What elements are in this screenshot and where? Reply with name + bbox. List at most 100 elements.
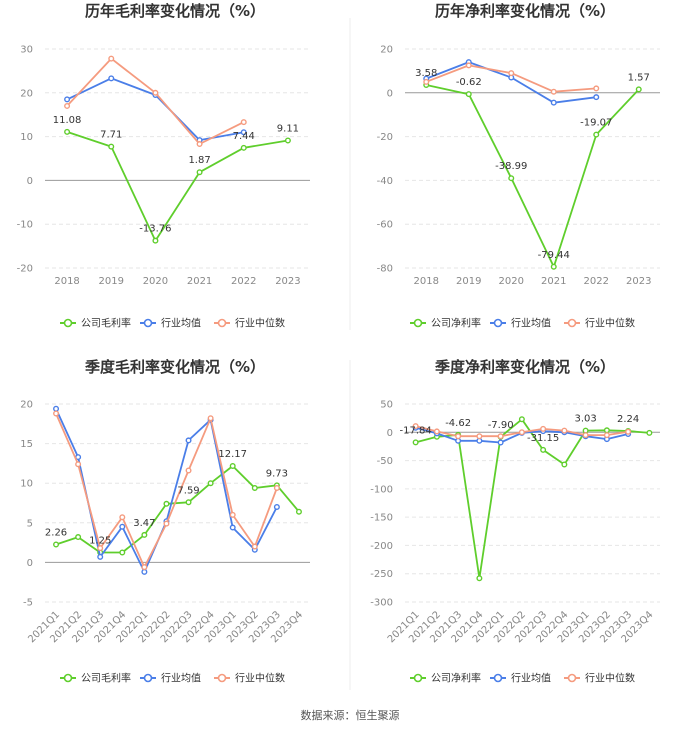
y-tick-label: 0 (27, 176, 33, 187)
y-tick-label: 20 (20, 400, 33, 411)
data-label: 9.73 (266, 468, 288, 479)
data-point-company (593, 131, 600, 138)
x-tick-label: 2019 (456, 276, 481, 287)
legend-item-avg: 行业均值 (490, 672, 551, 685)
legend-label: 公司毛利率 (81, 317, 131, 330)
y-tick-label: 15 (20, 439, 33, 450)
y-tick-label: -300 (370, 598, 393, 609)
data-point-company (207, 480, 214, 487)
legend-swatch-marker (567, 318, 577, 328)
data-point-company (550, 263, 557, 270)
data-point-median (603, 432, 610, 439)
legend-item-median: 行业中位数 (214, 672, 285, 685)
data-label: 12.17 (218, 449, 247, 460)
data-point-median (433, 428, 440, 435)
data-label: 7.71 (100, 130, 122, 141)
x-tick-label: 2018 (54, 276, 79, 287)
data-point-median (141, 564, 148, 571)
data-point-company (152, 237, 159, 244)
y-tick-label: 10 (20, 479, 33, 490)
data-point-median (185, 467, 192, 474)
legend-swatch-marker (493, 318, 503, 328)
legend-swatch-marker (413, 673, 423, 683)
y-tick-label: -5 (23, 598, 33, 609)
data-point-company (603, 427, 610, 434)
series-line-avg (66, 77, 244, 141)
data-point-median (75, 461, 82, 468)
legend-swatch-marker (567, 673, 577, 683)
y-tick-label: -200 (370, 541, 393, 552)
data-point-company (196, 169, 203, 176)
data-point-avg (593, 94, 600, 101)
x-tick-label: 2023 (275, 276, 300, 287)
data-point-avg (53, 405, 60, 412)
data-point-company (229, 463, 236, 470)
legend-label: 行业中位数 (585, 672, 635, 685)
data-label: 3.58 (415, 68, 437, 79)
data-point-company (240, 144, 247, 151)
data-label: -79.44 (538, 250, 570, 261)
data-point-company (53, 541, 60, 548)
data-point-median (273, 484, 280, 491)
legend-item-avg: 行业均值 (490, 317, 551, 330)
legend-item-company: 公司毛利率 (60, 317, 131, 330)
y-tick-label: -150 (370, 513, 393, 524)
series-line-company (55, 465, 300, 554)
data-label: -38.99 (495, 161, 527, 172)
y-tick-label: 10 (20, 132, 33, 143)
legend-swatch-marker (63, 318, 73, 328)
data-point-median (455, 433, 462, 440)
chart-title: 季度净利率变化情况（%） (435, 358, 615, 376)
data-point-median (508, 70, 515, 77)
series-line-company (426, 84, 640, 268)
chart-title: 季度毛利率变化情况（%） (85, 358, 265, 376)
data-point-median (412, 423, 419, 430)
x-tick-label: 2018 (414, 276, 439, 287)
x-tick-label: 2022 (231, 276, 256, 287)
x-tick-label: 2019 (99, 276, 124, 287)
data-point-median (465, 62, 472, 69)
legend-label: 行业均值 (511, 317, 551, 330)
legend-label: 行业中位数 (585, 317, 635, 330)
data-point-median (625, 428, 632, 435)
data-point-median (240, 119, 247, 126)
data-point-avg (240, 129, 247, 136)
data-label: -7.90 (488, 420, 514, 431)
y-tick-label: -40 (377, 176, 393, 187)
y-tick-label: -10 (17, 220, 33, 231)
data-label: 1.25 (89, 536, 111, 547)
data-point-company (508, 175, 515, 182)
data-label: 3.03 (574, 414, 596, 425)
y-tick-label: -20 (17, 264, 33, 275)
data-point-median (64, 102, 71, 109)
legend-label: 行业均值 (161, 672, 201, 685)
data-point-avg (550, 99, 557, 106)
data-point-median (119, 514, 126, 521)
chart-panel-3: 季度毛利率变化情况（%）-5051015202021Q12021Q22021Q3… (20, 358, 310, 685)
data-label: -31.15 (527, 433, 559, 444)
legend-swatch-marker (493, 673, 503, 683)
legend-label: 行业中位数 (235, 317, 285, 330)
data-point-company (64, 128, 71, 135)
legend-item-median: 行业中位数 (564, 317, 635, 330)
data-point-avg (185, 437, 192, 444)
data-point-median (196, 141, 203, 148)
y-tick-label: -60 (377, 220, 393, 231)
data-point-company (163, 500, 170, 507)
x-tick-label: 2021 (541, 276, 566, 287)
legend-swatch-marker (143, 318, 153, 328)
data-label: -17.84 (400, 425, 432, 436)
data-point-company (284, 137, 291, 144)
data-point-company (251, 484, 258, 491)
data-label: 1.57 (628, 72, 650, 83)
data-point-avg (229, 524, 236, 531)
y-tick-label: 0 (387, 88, 393, 99)
data-point-company (141, 531, 148, 538)
data-point-company (465, 91, 472, 98)
chart-panel-2: 历年净利率变化情况（%） -80 -60 -40 -20 0 20 2018 2019 2020 2… (377, 2, 660, 330)
y-tick-label: -50 (377, 456, 393, 467)
data-label: 2.26 (45, 528, 67, 539)
legend-swatch-marker (217, 318, 227, 328)
data-point-company (561, 461, 568, 468)
